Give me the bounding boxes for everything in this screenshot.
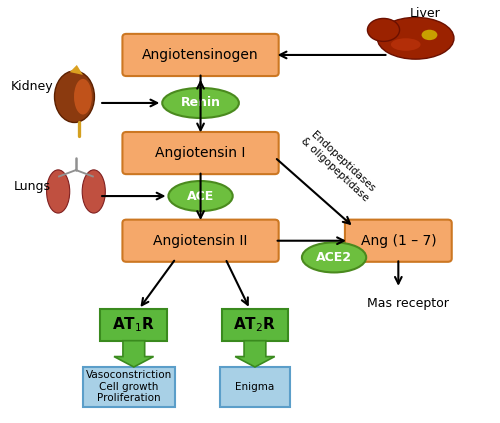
Ellipse shape xyxy=(422,30,438,40)
FancyBboxPatch shape xyxy=(122,34,278,76)
Ellipse shape xyxy=(74,79,92,115)
Text: Mas receptor: Mas receptor xyxy=(368,297,449,310)
Text: ACE2: ACE2 xyxy=(316,251,352,264)
Text: Renin: Renin xyxy=(180,96,220,110)
FancyBboxPatch shape xyxy=(83,367,174,407)
Text: Angiotensinogen: Angiotensinogen xyxy=(142,48,259,62)
Text: Enigma: Enigma xyxy=(236,382,275,392)
Text: Ang (1 – 7): Ang (1 – 7) xyxy=(360,234,436,248)
Polygon shape xyxy=(235,341,275,367)
Text: ACE: ACE xyxy=(187,190,214,203)
FancyBboxPatch shape xyxy=(100,309,167,341)
Text: Angiotensin I: Angiotensin I xyxy=(156,146,246,160)
Text: Kidney: Kidney xyxy=(11,80,54,93)
Text: Lungs: Lungs xyxy=(14,180,51,193)
FancyBboxPatch shape xyxy=(222,309,288,341)
Ellipse shape xyxy=(54,71,94,123)
FancyBboxPatch shape xyxy=(122,220,278,262)
Ellipse shape xyxy=(378,17,454,59)
Text: AT$_2$R: AT$_2$R xyxy=(234,316,276,335)
Ellipse shape xyxy=(162,88,239,118)
Text: Endopeptidases
& oligopeptidase: Endopeptidases & oligopeptidase xyxy=(300,128,378,203)
Ellipse shape xyxy=(46,170,70,213)
Ellipse shape xyxy=(168,181,232,211)
FancyBboxPatch shape xyxy=(345,220,452,262)
Polygon shape xyxy=(70,65,83,75)
Ellipse shape xyxy=(368,19,400,41)
Ellipse shape xyxy=(391,38,420,51)
Text: Angiotensin II: Angiotensin II xyxy=(154,234,248,248)
Ellipse shape xyxy=(302,242,366,272)
Ellipse shape xyxy=(82,170,106,213)
FancyBboxPatch shape xyxy=(122,132,278,174)
Text: Vasoconstriction
Cell growth
Proliferation: Vasoconstriction Cell growth Proliferati… xyxy=(86,370,172,404)
Text: Liver: Liver xyxy=(410,7,441,20)
Text: AT$_1$R: AT$_1$R xyxy=(112,316,156,335)
Polygon shape xyxy=(114,341,154,367)
FancyBboxPatch shape xyxy=(220,367,290,407)
